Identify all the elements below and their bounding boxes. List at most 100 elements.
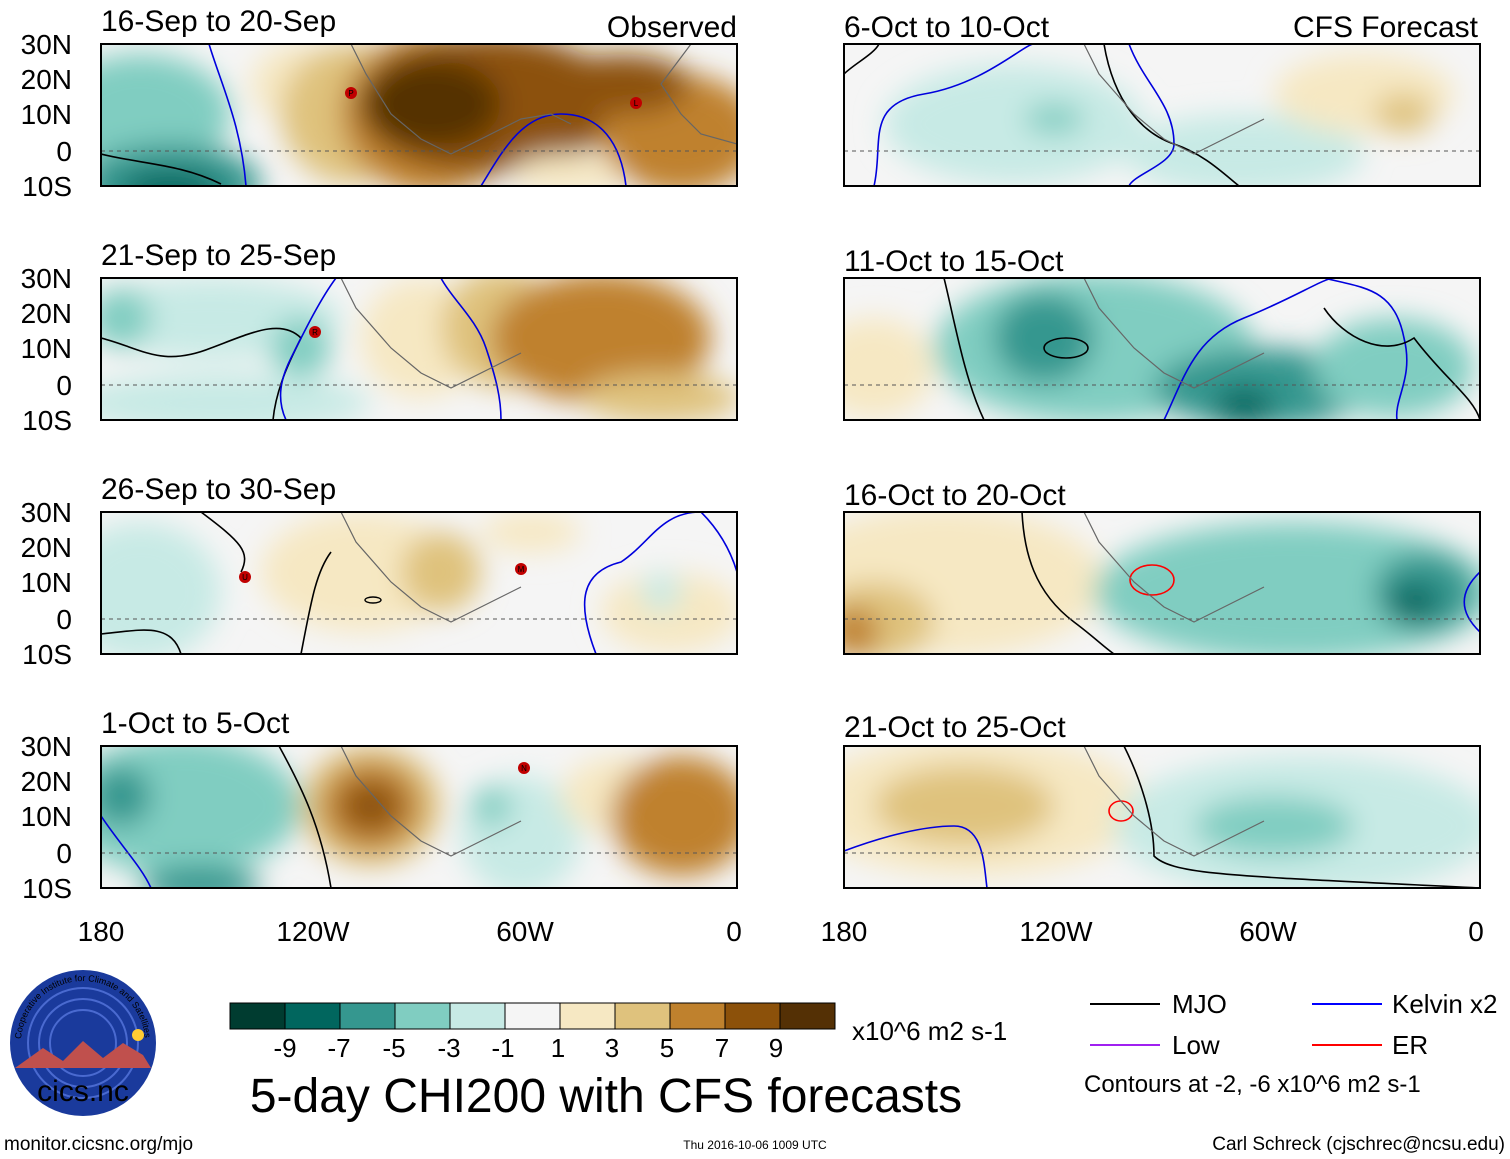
lon-axis: 180 120W 60W 0 180 120W 60W 0: [78, 916, 1484, 947]
lat-tick: 20N: [21, 298, 72, 329]
storm-label: P: [348, 89, 353, 98]
legend-label: ER: [1392, 1030, 1428, 1060]
panel-title: 26-Sep to 30-Sep: [101, 473, 336, 506]
legend-label: Low: [1172, 1030, 1220, 1060]
lat-tick: 0: [56, 604, 72, 635]
colorbar-swatch: [229, 1002, 286, 1030]
colorbar-swatch: [669, 1002, 726, 1030]
colorbar-label: -5: [382, 1033, 405, 1063]
lat-tick: 10N: [21, 99, 72, 130]
panel-title: 11-Oct to 15-Oct: [844, 245, 1064, 278]
lon-tick: 180: [821, 916, 868, 947]
panel-title: 21-Oct to 25-Oct: [844, 711, 1066, 744]
lat-tick: 10S: [22, 873, 72, 904]
colorbar-swatch: [779, 1002, 836, 1030]
storm-symbols: P L R U M N: [239, 87, 642, 774]
colorbar-label: 5: [660, 1033, 674, 1063]
figure-title: 5-day CHI200 with CFS forecasts: [250, 1070, 962, 1123]
observed-panel-2: [100, 277, 738, 421]
storm-icon: R: [309, 326, 321, 338]
colorbar-label: -1: [491, 1033, 514, 1063]
panel-title: 16-Oct to 20-Oct: [844, 479, 1066, 512]
lon-tick: 120W: [1019, 916, 1093, 947]
storm-icon: L: [630, 97, 642, 109]
forecast-panel-2: [843, 277, 1481, 421]
storm-label: N: [521, 764, 527, 773]
observed-panel-4: [100, 745, 738, 889]
colorbar-swatch: [284, 1002, 341, 1030]
storm-icon: P: [345, 87, 357, 99]
storm-icon: N: [518, 762, 530, 774]
colorbar-swatch: [339, 1002, 396, 1030]
forecast-label: CFS Forecast: [1293, 11, 1479, 44]
legend-label: Kelvin x2: [1392, 989, 1498, 1019]
panel-title: 1-Oct to 5-Oct: [101, 707, 290, 740]
colorbar-swatch: [559, 1002, 616, 1030]
lon-tick: 180: [78, 916, 125, 947]
forecast-panel-4: [843, 745, 1481, 889]
colorbar-swatch: [394, 1002, 451, 1030]
storm-icon: M: [515, 563, 527, 575]
lon-tick: 60W: [496, 916, 554, 947]
colorbar-swatch: [504, 1002, 561, 1030]
lat-tick: 20N: [21, 766, 72, 797]
colorbar-label: 1: [551, 1033, 565, 1063]
panel-title: 16-Sep to 20-Sep: [101, 5, 336, 38]
lon-tick: 0: [1468, 916, 1484, 947]
forecast-panel-3: [843, 511, 1481, 655]
sun-icon: [132, 1029, 144, 1041]
colorbar-swatch: [614, 1002, 671, 1030]
lat-tick: 20N: [21, 532, 72, 563]
contours-note: Contours at -2, -6 x10^6 m2 s-1: [1084, 1071, 1421, 1098]
storm-label: L: [634, 99, 639, 108]
forecast-panel-1: [843, 43, 1481, 187]
storm-label: U: [242, 573, 248, 582]
colorbar-label: 3: [605, 1033, 619, 1063]
colorbar-labels: -9 -7 -5 -3 -1 1 3 5 7 9: [273, 1033, 783, 1063]
legend-label: MJO: [1172, 989, 1227, 1019]
lat-tick: 10S: [22, 639, 72, 670]
colorbar-swatch: [724, 1002, 781, 1030]
lat-tick: 10N: [21, 333, 72, 364]
logo-text: cics.nc: [37, 1075, 129, 1108]
observed-label: Observed: [607, 11, 737, 44]
storm-label: R: [312, 328, 318, 337]
units-label: x10^6 m2 s-1: [852, 1016, 1007, 1046]
footer-timestamp: Thu 2016-10-06 1009 UTC: [683, 1138, 827, 1152]
footer-url: monitor.cicsnc.org/mjo: [4, 1134, 193, 1155]
colorbar: [229, 1002, 836, 1030]
lat-tick: 30N: [21, 263, 72, 294]
colorbar-label: 7: [715, 1033, 729, 1063]
legend: MJO Kelvin x2 Low ER Contours at -2, -6 …: [1084, 989, 1498, 1098]
observed-panel-1: [100, 43, 738, 187]
lon-tick: 60W: [1239, 916, 1297, 947]
lon-tick: 120W: [276, 916, 350, 947]
panel-title: 21-Sep to 25-Sep: [101, 239, 336, 272]
lat-tick: 10N: [21, 801, 72, 832]
panel-title: 6-Oct to 10-Oct: [844, 11, 1050, 44]
lat-tick: 0: [56, 838, 72, 869]
colorbar-label: -3: [437, 1033, 460, 1063]
colorbar-label: -9: [273, 1033, 296, 1063]
observed-panel-3: [100, 511, 738, 655]
footer-credit: Carl Schreck (cjschrec@ncsu.edu): [1212, 1134, 1505, 1155]
lat-tick: 10N: [21, 567, 72, 598]
colorbar-label: -7: [327, 1033, 350, 1063]
colorbar-swatch: [449, 1002, 506, 1030]
lat-tick: 30N: [21, 497, 72, 528]
lat-tick: 10S: [22, 171, 72, 202]
lat-tick: 30N: [21, 29, 72, 60]
lat-tick: 0: [56, 136, 72, 167]
colorbar-label: 9: [769, 1033, 783, 1063]
cics-logo: cics.nc Cooperative Institute for Climat…: [10, 970, 156, 1116]
lat-tick: 20N: [21, 64, 72, 95]
mountain-icon: [15, 1041, 151, 1068]
lat-tick: 30N: [21, 731, 72, 762]
storm-label: M: [518, 565, 525, 574]
lat-tick: 0: [56, 370, 72, 401]
lat-axis: 30N 20N 10N 0 10S 30N 20N 10N 0 10S 30N …: [21, 29, 72, 904]
lat-tick: 10S: [22, 405, 72, 436]
storm-icon: U: [239, 571, 251, 583]
lon-tick: 0: [726, 916, 742, 947]
